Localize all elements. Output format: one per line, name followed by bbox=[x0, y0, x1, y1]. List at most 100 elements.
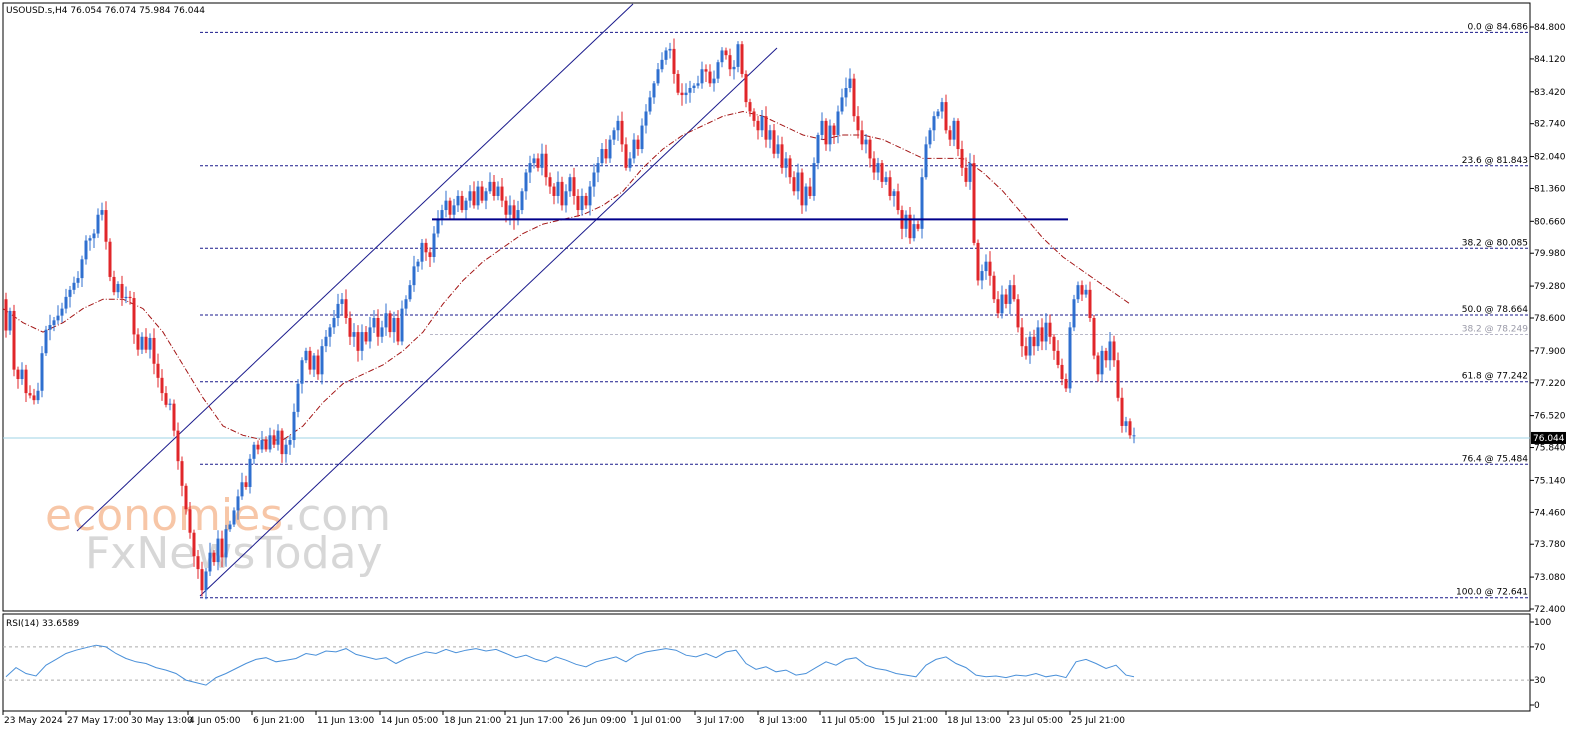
candle-body bbox=[1004, 294, 1008, 304]
candle-body bbox=[344, 299, 348, 318]
rsi-tick-label: 30 bbox=[1534, 676, 1546, 686]
fibonacci-levels[interactable]: 0.0 @ 84.686 23.6 @ 81.843 38.2 @ 80.085 50… bbox=[200, 22, 1529, 599]
watermark-line2: FxNewsToday bbox=[85, 528, 383, 579]
candle-body bbox=[160, 377, 164, 394]
candle-body bbox=[1112, 341, 1116, 361]
candle-body bbox=[108, 241, 112, 277]
fib-level-label: 0.0 @ 84.686 bbox=[1467, 22, 1528, 32]
candle-body bbox=[820, 120, 824, 135]
candle-body bbox=[304, 350, 308, 361]
candle-body bbox=[948, 130, 952, 140]
candle-body bbox=[872, 158, 876, 173]
fib-level-label: 50.0 @ 78.664 bbox=[1462, 305, 1529, 315]
candle-body bbox=[436, 219, 440, 234]
channel-upper-line[interactable] bbox=[76, 3, 634, 532]
y-tick-label: 78.600 bbox=[1534, 314, 1566, 324]
candle-body bbox=[936, 111, 940, 117]
candle-body bbox=[116, 283, 120, 293]
candle-body bbox=[148, 337, 152, 350]
price-axis: 84.800 84.120 83.420 82.740 82.040 81.360 80.6… bbox=[1530, 23, 1566, 615]
candle-body bbox=[68, 289, 72, 297]
candle-body bbox=[720, 50, 724, 63]
x-tick-label: 30 May 13:00 bbox=[131, 716, 193, 726]
current-price-tag-bg bbox=[1531, 431, 1566, 444]
candle-body bbox=[224, 529, 228, 558]
candle-body bbox=[72, 282, 76, 290]
candle-body bbox=[56, 315, 60, 321]
candle-body bbox=[764, 116, 768, 140]
candle-body bbox=[468, 191, 472, 201]
candle-body bbox=[848, 78, 852, 89]
channel-lower-line[interactable] bbox=[199, 47, 778, 597]
candle-body bbox=[564, 191, 568, 206]
candle-body bbox=[256, 444, 260, 450]
candle-body bbox=[836, 111, 840, 135]
candle-body bbox=[488, 181, 492, 192]
candle-body bbox=[1116, 360, 1120, 398]
candle-body bbox=[924, 144, 928, 178]
candle-body bbox=[704, 69, 708, 72]
candle-body bbox=[692, 85, 696, 89]
candle-body bbox=[176, 430, 180, 462]
current-price-label: 76.044 bbox=[1533, 434, 1565, 444]
candle-body bbox=[880, 163, 884, 182]
candle-body bbox=[1128, 421, 1132, 436]
candle-body bbox=[1048, 322, 1052, 337]
candle-body bbox=[1008, 285, 1012, 304]
candle-body bbox=[272, 435, 276, 445]
y-tick-label: 77.220 bbox=[1534, 379, 1566, 389]
candle-body bbox=[212, 552, 216, 563]
candle-body bbox=[628, 158, 632, 168]
y-tick-label: 77.900 bbox=[1534, 347, 1566, 357]
candle-body bbox=[1108, 341, 1112, 361]
candle-body bbox=[956, 120, 960, 150]
candle-body bbox=[528, 163, 532, 173]
x-tick-label: 11 Jun 13:00 bbox=[317, 716, 374, 726]
candle-body bbox=[188, 509, 192, 533]
candle-body bbox=[708, 71, 712, 84]
time-axis: 23 May 2024 27 May 17:00 30 May 13:004 Jun… bbox=[2, 711, 1125, 726]
fib-level-label: 61.8 @ 77.242 bbox=[1462, 372, 1528, 382]
candle-body bbox=[400, 308, 404, 342]
candle-body bbox=[800, 172, 804, 206]
candle-body bbox=[816, 134, 820, 164]
candle-body bbox=[652, 83, 656, 98]
candle-body bbox=[112, 276, 116, 293]
candle-body bbox=[596, 163, 600, 173]
candle-body bbox=[676, 73, 680, 93]
candle-body bbox=[896, 191, 900, 211]
candle-body bbox=[508, 205, 512, 215]
x-tick-label: 21 Jun 17:00 bbox=[506, 716, 563, 726]
candle-body bbox=[532, 158, 536, 164]
candle-body bbox=[448, 200, 452, 215]
candle-body bbox=[228, 524, 232, 530]
candle-body bbox=[968, 163, 972, 182]
candle-body bbox=[268, 435, 272, 450]
y-tick-label: 83.420 bbox=[1534, 88, 1566, 98]
candle-body bbox=[904, 214, 908, 229]
candle-body bbox=[368, 327, 372, 342]
candle-body bbox=[244, 482, 248, 487]
candle-body bbox=[688, 88, 692, 93]
candle-body bbox=[696, 83, 700, 86]
candle-body bbox=[248, 458, 252, 487]
candle-body bbox=[32, 395, 36, 401]
candle-body bbox=[680, 92, 684, 96]
candle-body bbox=[700, 69, 704, 84]
candle-body bbox=[920, 177, 924, 229]
candle-body bbox=[12, 310, 16, 370]
candle-body bbox=[1084, 289, 1088, 295]
candle-body bbox=[864, 139, 868, 145]
candle-body bbox=[420, 242, 424, 262]
candle-body bbox=[156, 363, 160, 378]
candle-body bbox=[1076, 285, 1080, 300]
candle-body bbox=[808, 186, 812, 196]
candle-body bbox=[876, 163, 880, 173]
symbol-header: USOUSD.s,H4 76.054 76.074 75.984 76.044 bbox=[6, 6, 205, 16]
candle-body bbox=[636, 139, 640, 150]
candle-body bbox=[464, 200, 468, 211]
x-tick-label: 3 Jul 17:00 bbox=[696, 716, 745, 726]
candle-body bbox=[580, 195, 584, 211]
trend-channel[interactable] bbox=[76, 3, 778, 597]
